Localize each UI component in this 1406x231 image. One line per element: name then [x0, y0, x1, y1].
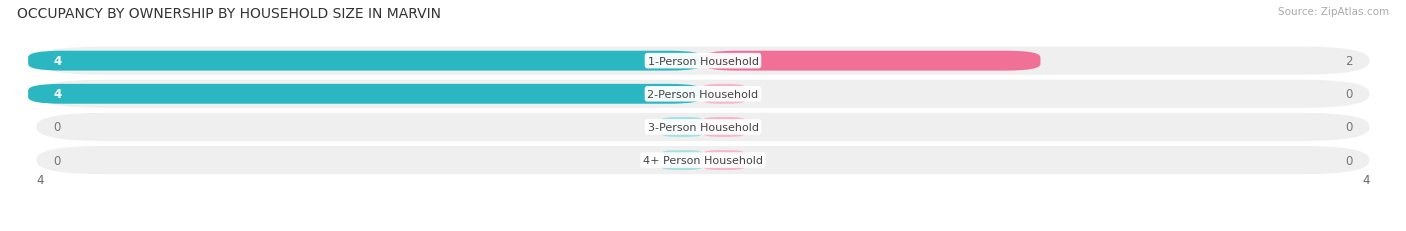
Text: 4: 4: [1362, 174, 1369, 187]
Text: 0: 0: [1346, 121, 1353, 134]
Text: 2: 2: [1346, 55, 1353, 68]
FancyBboxPatch shape: [703, 118, 745, 137]
Text: 1-Person Household: 1-Person Household: [648, 56, 758, 66]
Text: 0: 0: [1346, 154, 1353, 167]
Text: 4: 4: [53, 88, 62, 101]
FancyBboxPatch shape: [28, 52, 703, 71]
Text: 2-Person Household: 2-Person Household: [647, 89, 759, 99]
Text: 4: 4: [37, 174, 44, 187]
FancyBboxPatch shape: [37, 47, 1369, 75]
FancyBboxPatch shape: [703, 52, 1040, 71]
Text: Source: ZipAtlas.com: Source: ZipAtlas.com: [1278, 7, 1389, 17]
FancyBboxPatch shape: [37, 146, 1369, 174]
FancyBboxPatch shape: [37, 113, 1369, 141]
Text: 0: 0: [53, 154, 60, 167]
Text: 4+ Person Household: 4+ Person Household: [643, 155, 763, 165]
FancyBboxPatch shape: [37, 80, 1369, 108]
FancyBboxPatch shape: [703, 150, 745, 170]
FancyBboxPatch shape: [661, 118, 703, 137]
FancyBboxPatch shape: [28, 85, 703, 104]
Text: 4: 4: [53, 55, 62, 68]
Text: 0: 0: [53, 121, 60, 134]
FancyBboxPatch shape: [703, 85, 745, 104]
FancyBboxPatch shape: [661, 150, 703, 170]
Text: 0: 0: [1346, 88, 1353, 101]
Text: 3-Person Household: 3-Person Household: [648, 122, 758, 132]
Text: OCCUPANCY BY OWNERSHIP BY HOUSEHOLD SIZE IN MARVIN: OCCUPANCY BY OWNERSHIP BY HOUSEHOLD SIZE…: [17, 7, 441, 21]
